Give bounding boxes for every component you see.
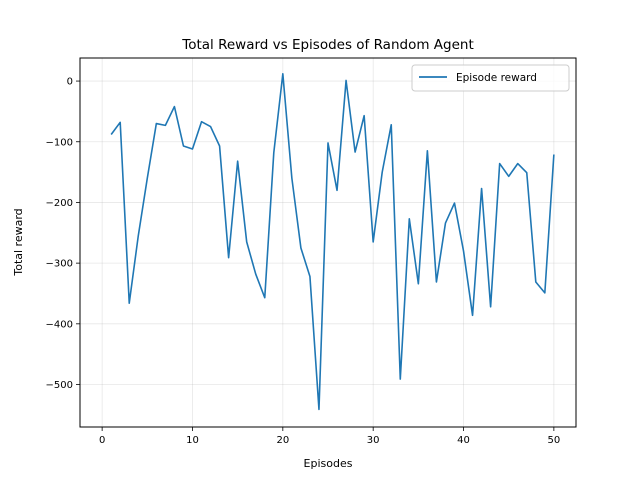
x-axis-label: Episodes: [304, 457, 353, 470]
grid: [80, 58, 576, 427]
y-axis: −500 −400 −300 −200 −100 0: [46, 77, 80, 391]
series-group: [110, 72, 555, 411]
chart-title: Total Reward vs Episodes of Random Agent: [181, 37, 474, 53]
plot-frame: [79, 57, 577, 428]
y-tick-label: 0: [67, 77, 73, 88]
x-tick-label: 50: [547, 435, 560, 446]
x-tick-label: 10: [186, 435, 199, 446]
plot-area: [79, 57, 577, 428]
legend-label: Episode reward: [456, 72, 537, 84]
x-tick-label: 30: [367, 435, 380, 446]
legend-box: [411, 64, 570, 92]
x-tick-label: 20: [276, 435, 289, 446]
legend: Episode reward: [411, 64, 570, 92]
x-tick-label: 40: [457, 435, 470, 446]
y-tick-label: −500: [46, 380, 73, 391]
y-tick-label: −100: [46, 137, 73, 148]
x-axis: 0 10 20 30 40 50: [99, 427, 560, 446]
series-line-episode-reward: [110, 72, 555, 411]
y-tick-label: −200: [46, 198, 73, 209]
y-axis-label: Total reward: [12, 208, 25, 276]
x-tick-label: 0: [99, 435, 105, 446]
y-tick-label: −300: [46, 259, 73, 270]
y-tick-label: −400: [46, 319, 73, 330]
